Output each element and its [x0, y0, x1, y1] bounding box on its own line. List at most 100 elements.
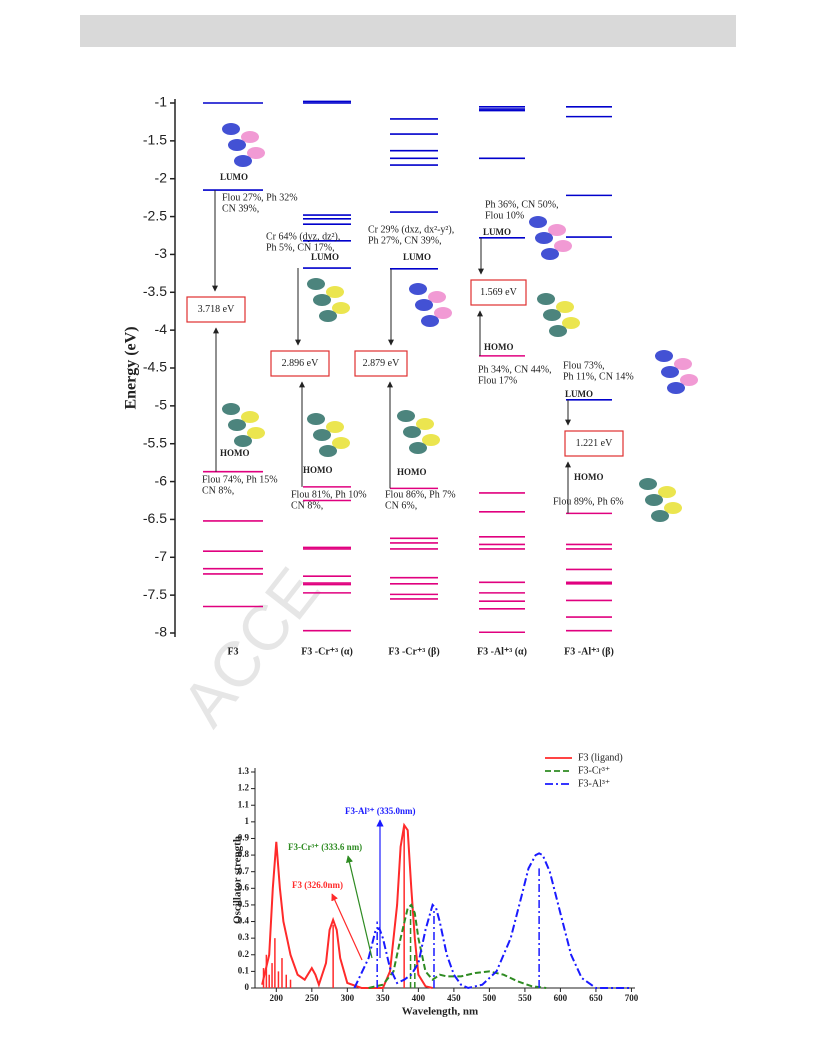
- orbital-lobe: [434, 307, 452, 319]
- column-label: F3 -Al⁺³ (β): [564, 646, 614, 657]
- orbital-lobe: [674, 358, 692, 370]
- orbital-lobe: [543, 309, 561, 321]
- homo-label: HOMO: [397, 467, 427, 477]
- gap-label: 2.896 eV: [282, 358, 319, 369]
- orbital-lobe: [529, 216, 547, 228]
- homo-composition: Flou 81%, Ph 10%: [291, 489, 367, 500]
- y-tick-label: 1.1: [238, 799, 250, 809]
- orbital-lobe: [332, 437, 350, 449]
- x-tick-label: 400: [412, 993, 426, 1003]
- orbital-lobe: [307, 278, 325, 290]
- orbital-lobe: [403, 426, 421, 438]
- orbital-lobe: [422, 434, 440, 446]
- lumo-label: LUMO: [311, 252, 339, 262]
- y-tick-label: -7: [155, 548, 168, 564]
- orbital-lobe: [313, 294, 331, 306]
- orbital-lobe: [307, 413, 325, 425]
- y-tick-label: 0.8: [238, 849, 250, 859]
- orbital-lobe: [326, 286, 344, 298]
- orbital-lobe: [548, 224, 566, 236]
- column-label: F3 -Al⁺³ (α): [477, 646, 527, 657]
- y-tick-label: 0.2: [238, 949, 250, 959]
- gap-box: [470, 279, 527, 306]
- y-tick-label: 1: [245, 816, 250, 826]
- orbital-lobe: [664, 502, 682, 514]
- lumo-label: LUMO: [220, 172, 248, 182]
- x-axis-label: Wavelength, nm: [402, 1006, 478, 1018]
- orbital-lobe: [222, 123, 240, 135]
- gap-box: [186, 296, 246, 323]
- legend-label: F3-Cr³⁺: [578, 765, 610, 776]
- y-tick-label: -4.5: [143, 359, 167, 375]
- annotation-arrow: [345, 855, 373, 959]
- gap-box: [564, 430, 624, 457]
- lumo-composition: Cr 29% (dxz, dx²-y²),: [368, 224, 454, 235]
- homo-composition: Flou 89%, Ph 6%: [553, 496, 624, 507]
- y-tick-label: -1: [155, 94, 168, 110]
- x-tick-label: 550: [518, 993, 532, 1003]
- column-label: F3: [227, 646, 238, 657]
- gap-label: 1.221 eV: [576, 438, 613, 449]
- x-tick-label: 600: [554, 993, 568, 1003]
- y-tick-label: -7.5: [143, 586, 167, 602]
- header-bar: [80, 15, 736, 47]
- orbital-lobe: [661, 366, 679, 378]
- orbital-lobe: [651, 510, 669, 522]
- lumo-composition: Flou 27%, Ph 32%: [222, 192, 298, 203]
- homo-label: HOMO: [220, 448, 250, 458]
- gap-label: 2.879 eV: [363, 358, 400, 369]
- orbital-lobe: [319, 445, 337, 457]
- orbital-lobe: [234, 155, 252, 167]
- lumo-composition: Cr 64% (dyz, dz²),: [266, 231, 340, 242]
- orbital-lobe: [415, 299, 433, 311]
- y-axis-label: Oscillator strength: [232, 836, 244, 924]
- spectrum-line: [353, 852, 632, 990]
- orbital-lobe: [228, 419, 246, 431]
- orbital-lobe: [416, 418, 434, 430]
- legend-label: F3 (ligand): [578, 752, 623, 763]
- homo-composition: Flou 17%: [478, 375, 517, 386]
- spectrum-line: [368, 903, 547, 989]
- y-tick-label: 0.9: [238, 833, 250, 843]
- homo-composition: Ph 34%, CN 44%,: [478, 364, 552, 375]
- x-tick-label: 300: [341, 993, 355, 1003]
- y-tick-label: 0.3: [238, 932, 250, 942]
- y-tick-label: -4: [155, 321, 168, 337]
- annotation: F3 (326.0nm): [292, 880, 343, 890]
- orbital-lobe: [222, 403, 240, 415]
- orbital-lobe: [658, 486, 676, 498]
- gap-label: 1.569 eV: [480, 287, 517, 298]
- y-tick-label: -6: [155, 472, 168, 488]
- orbital-lobe: [332, 302, 350, 314]
- orbital-lobe: [680, 374, 698, 386]
- orbital-lobe: [639, 478, 657, 490]
- lumo-composition: Ph 27%, CN 39%,: [368, 235, 442, 246]
- y-tick-label: -2: [155, 169, 168, 185]
- x-tick-label: 650: [589, 993, 603, 1003]
- y-tick-label: 0.5: [238, 899, 250, 909]
- lumo-composition: Flou 10%: [485, 210, 524, 221]
- x-tick-label: 450: [447, 993, 461, 1003]
- orbital-lobe: [247, 147, 265, 159]
- annotation-arrow: [331, 893, 363, 961]
- y-tick-label: -6.5: [143, 510, 167, 526]
- lumo-composition: Ph 11%, CN 14%: [563, 371, 634, 382]
- y-tick-label: -5.5: [143, 434, 167, 450]
- orbital-lobe: [241, 131, 259, 143]
- orbital-lobe: [667, 382, 685, 394]
- y-tick-label: -5: [155, 397, 168, 413]
- orbital-lobe: [241, 411, 259, 423]
- y-tick-label: 0.6: [238, 882, 250, 892]
- orbital-lobe: [556, 301, 574, 313]
- x-tick-label: 700: [625, 993, 639, 1003]
- orbital-lobe: [562, 317, 580, 329]
- orbital-lobe: [655, 350, 673, 362]
- annotation: F3-Cr³⁺ (333.6 nm): [288, 842, 362, 852]
- orbital-lobe: [537, 293, 555, 305]
- y-tick-label: -1.5: [143, 132, 167, 148]
- homo-label: HOMO: [484, 342, 514, 352]
- lumo-label: LUMO: [483, 227, 511, 237]
- column-label: F3 -Cr⁺³ (α): [301, 646, 353, 657]
- orbital-lobe: [409, 442, 427, 454]
